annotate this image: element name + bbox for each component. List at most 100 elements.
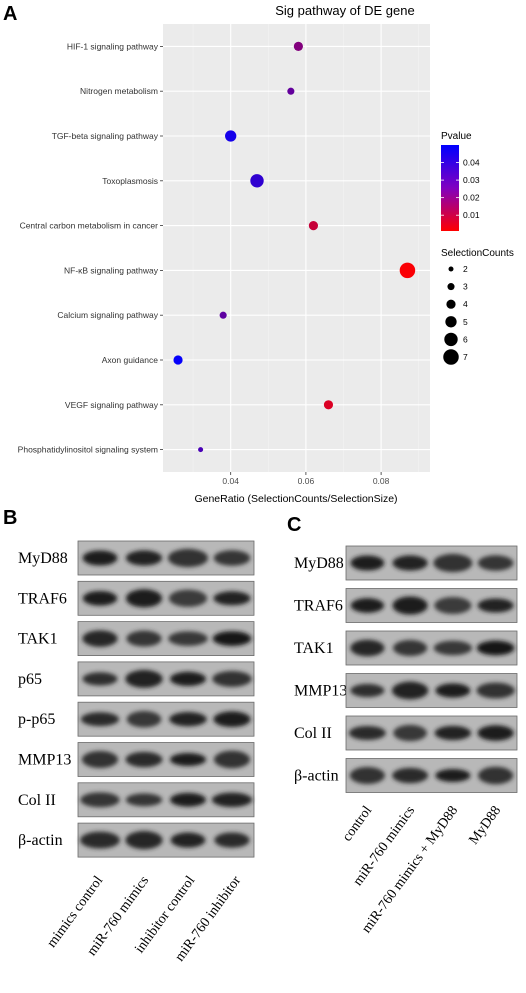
blot-band <box>391 681 429 700</box>
blot-band <box>392 767 429 784</box>
blot-band <box>170 792 206 807</box>
y-tick-label: Toxoplasmosis <box>102 176 158 186</box>
protein-label: Col II <box>18 792 56 809</box>
x-tick-label: 0.08 <box>373 476 390 486</box>
blot-band <box>125 589 163 608</box>
blot-band <box>476 682 515 699</box>
blot-band <box>435 769 471 782</box>
blot-band <box>81 751 119 768</box>
panel-letter-a: A <box>3 3 17 25</box>
blot-band <box>82 550 118 566</box>
blot-band <box>80 712 120 727</box>
lane-label: control <box>340 803 376 844</box>
y-tick-label: TGF-beta signaling pathway <box>52 131 159 141</box>
protein-label: TRAF6 <box>294 598 343 615</box>
y-tick-label: Calcium signaling pathway <box>57 310 158 320</box>
size-legend-dot <box>447 283 455 291</box>
protein-label: TAK1 <box>294 640 334 657</box>
blot-band <box>214 832 250 848</box>
blot-band <box>477 598 514 613</box>
size-legend-dot <box>443 349 459 365</box>
protein-label: Col II <box>294 725 332 742</box>
y-tick-label: VEGF signaling pathway <box>65 400 159 410</box>
blot-band <box>350 683 385 698</box>
color-legend-ticks: 0.04 0.03 0.02 0.01 <box>441 158 480 220</box>
size-legend-dot <box>448 266 454 272</box>
blot-band <box>169 753 207 766</box>
blot-band <box>126 630 162 647</box>
size-legend-label: 7 <box>463 352 468 362</box>
blot-band <box>478 766 514 785</box>
size-legend-dot <box>444 332 458 347</box>
x-tick-label: 0.06 <box>298 476 315 486</box>
blot-band <box>350 639 385 657</box>
blot-band <box>168 589 208 607</box>
color-legend-label: 0.03 <box>463 175 480 185</box>
data-point <box>323 400 334 410</box>
blot-band <box>350 598 385 613</box>
size-legend-label: 6 <box>463 334 468 344</box>
blot-band <box>392 555 428 571</box>
grid <box>163 24 430 472</box>
data-point <box>287 87 295 95</box>
plot-panel <box>163 24 430 472</box>
blot-band <box>169 712 207 727</box>
blot-band <box>393 724 427 742</box>
blot-band <box>477 725 514 741</box>
blot-band <box>348 726 386 740</box>
protein-label: β-actin <box>294 768 339 785</box>
blot-band <box>213 750 251 769</box>
size-legend-label: 2 <box>463 264 468 274</box>
y-tick-label: Nitrogen metabolism <box>80 86 158 96</box>
data-point <box>219 311 227 319</box>
y-tick-label: HIF-1 signaling pathway <box>67 41 159 51</box>
blot-band <box>125 831 163 850</box>
blot-band <box>434 596 472 615</box>
blot-band <box>433 553 473 573</box>
size-legend: 2 3 4 5 6 7 <box>443 264 468 365</box>
blot-band <box>125 751 163 768</box>
blot-band <box>170 832 206 848</box>
protein-label: p65 <box>18 671 42 688</box>
color-legend-bar <box>441 145 459 231</box>
y-tick-label: Axon guidance <box>102 355 159 365</box>
blot-band <box>435 683 471 698</box>
color-legend-label: 0.04 <box>463 158 480 168</box>
blot-band <box>476 640 515 656</box>
color-legend-label: 0.02 <box>463 193 480 203</box>
data-point <box>198 447 204 453</box>
protein-label: MyD88 <box>18 550 68 567</box>
blot-band <box>350 555 385 571</box>
blot-band <box>434 725 472 741</box>
blot-band <box>80 831 120 849</box>
blot-band <box>170 671 206 687</box>
blot-band <box>477 555 514 571</box>
data-point <box>173 355 183 365</box>
size-legend-dot <box>446 299 456 309</box>
data-point <box>399 262 416 279</box>
protein-label: TAK1 <box>18 631 58 648</box>
blot-band <box>126 711 162 728</box>
protein-label: β-actin <box>18 832 63 849</box>
size-legend-label: 4 <box>463 299 468 309</box>
blot-band <box>82 630 118 647</box>
protein-label: MyD88 <box>294 555 344 572</box>
protein-label: p-p65 <box>18 711 55 728</box>
blot-band <box>125 550 163 566</box>
blot-band <box>82 590 118 606</box>
protein-label: MMP13 <box>294 683 347 700</box>
x-axis-ticks: 0.04 0.06 0.08 <box>222 472 390 486</box>
data-point <box>308 221 319 231</box>
western-blot-b: MyD88 TRAF6 TAK1 p65 p-p65 MMP13 Col II β-actin… <box>18 540 255 964</box>
blot-band <box>211 792 253 807</box>
blot-band <box>168 631 208 646</box>
blot-band <box>213 711 251 727</box>
chart-title: Sig pathway of DE gene <box>275 3 414 18</box>
data-point <box>250 174 264 188</box>
blot-band <box>167 548 209 568</box>
color-legend-label: 0.01 <box>463 210 480 220</box>
data-point <box>225 130 237 142</box>
y-tick-label: NF-κB signaling pathway <box>64 265 159 275</box>
